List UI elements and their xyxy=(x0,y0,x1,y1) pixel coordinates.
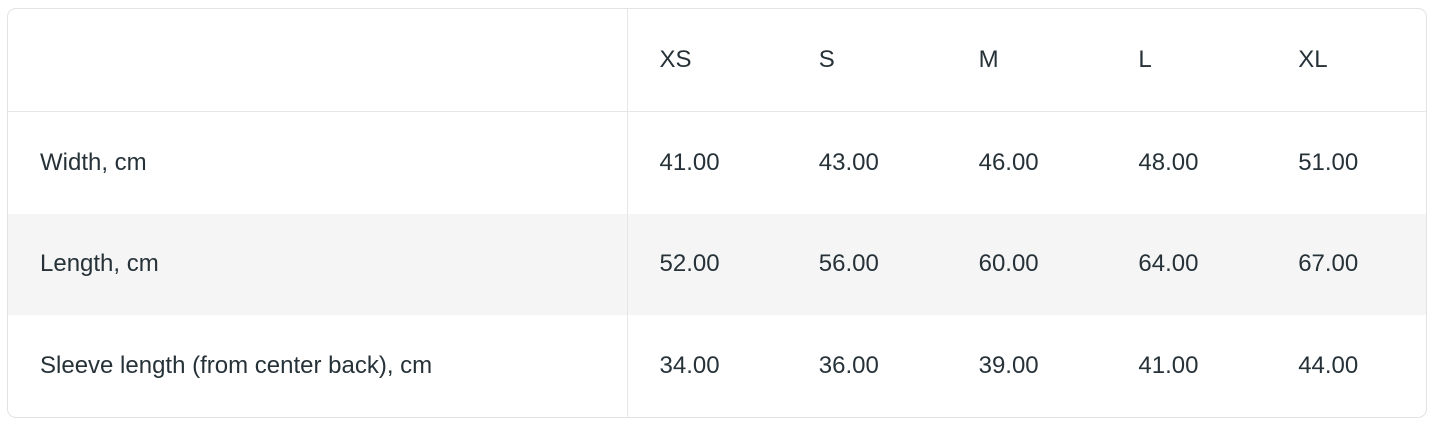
value-cell: 51.00 xyxy=(1298,148,1359,176)
value-cell: 44.00 xyxy=(1298,352,1359,380)
row-label: Length, cm xyxy=(8,213,628,316)
value-cell: 56.00 xyxy=(786,213,947,316)
value-cell: 41.00 xyxy=(659,148,720,176)
value-cell: 34.00 xyxy=(659,352,720,380)
size-chart-card: XS S M L XL Width, cm 41.00 43.00 46.00 … xyxy=(7,8,1427,418)
column-header-xs: XS xyxy=(659,46,692,73)
value-cell: 36.00 xyxy=(818,352,879,380)
size-chart-table: XS S M L XL Width, cm 41.00 43.00 46.00 … xyxy=(8,9,1426,417)
value-cell: 64.00 xyxy=(1106,213,1267,316)
column-header-s: S xyxy=(818,46,835,73)
header-row: XS S M L XL xyxy=(8,9,1426,112)
table-row-length: Length, cm 52.00 56.00 60.00 64.00 67.00 xyxy=(8,213,1426,316)
value-cell: 52.00 xyxy=(627,213,787,316)
row-label: Sleeve length (from center back), cm xyxy=(8,315,628,417)
row-label: Width, cm xyxy=(8,111,628,214)
value-cell: 39.00 xyxy=(978,352,1039,380)
value-cell: 48.00 xyxy=(1138,148,1199,176)
column-header-m: M xyxy=(978,46,999,73)
value-cell: 60.00 xyxy=(946,213,1107,316)
value-cell: 46.00 xyxy=(978,148,1039,176)
value-cell: 41.00 xyxy=(1138,352,1199,380)
column-header-xl: XL xyxy=(1298,46,1328,73)
value-cell: 67.00 xyxy=(1266,213,1426,316)
value-cell: 43.00 xyxy=(818,148,879,176)
table-row-width: Width, cm 41.00 43.00 46.00 48.00 51.00 xyxy=(8,111,1426,214)
column-header-l: L xyxy=(1138,46,1152,73)
corner-empty-cell xyxy=(8,9,628,112)
table-row-sleeve-length: Sleeve length (from center back), cm 34.… xyxy=(8,315,1426,417)
